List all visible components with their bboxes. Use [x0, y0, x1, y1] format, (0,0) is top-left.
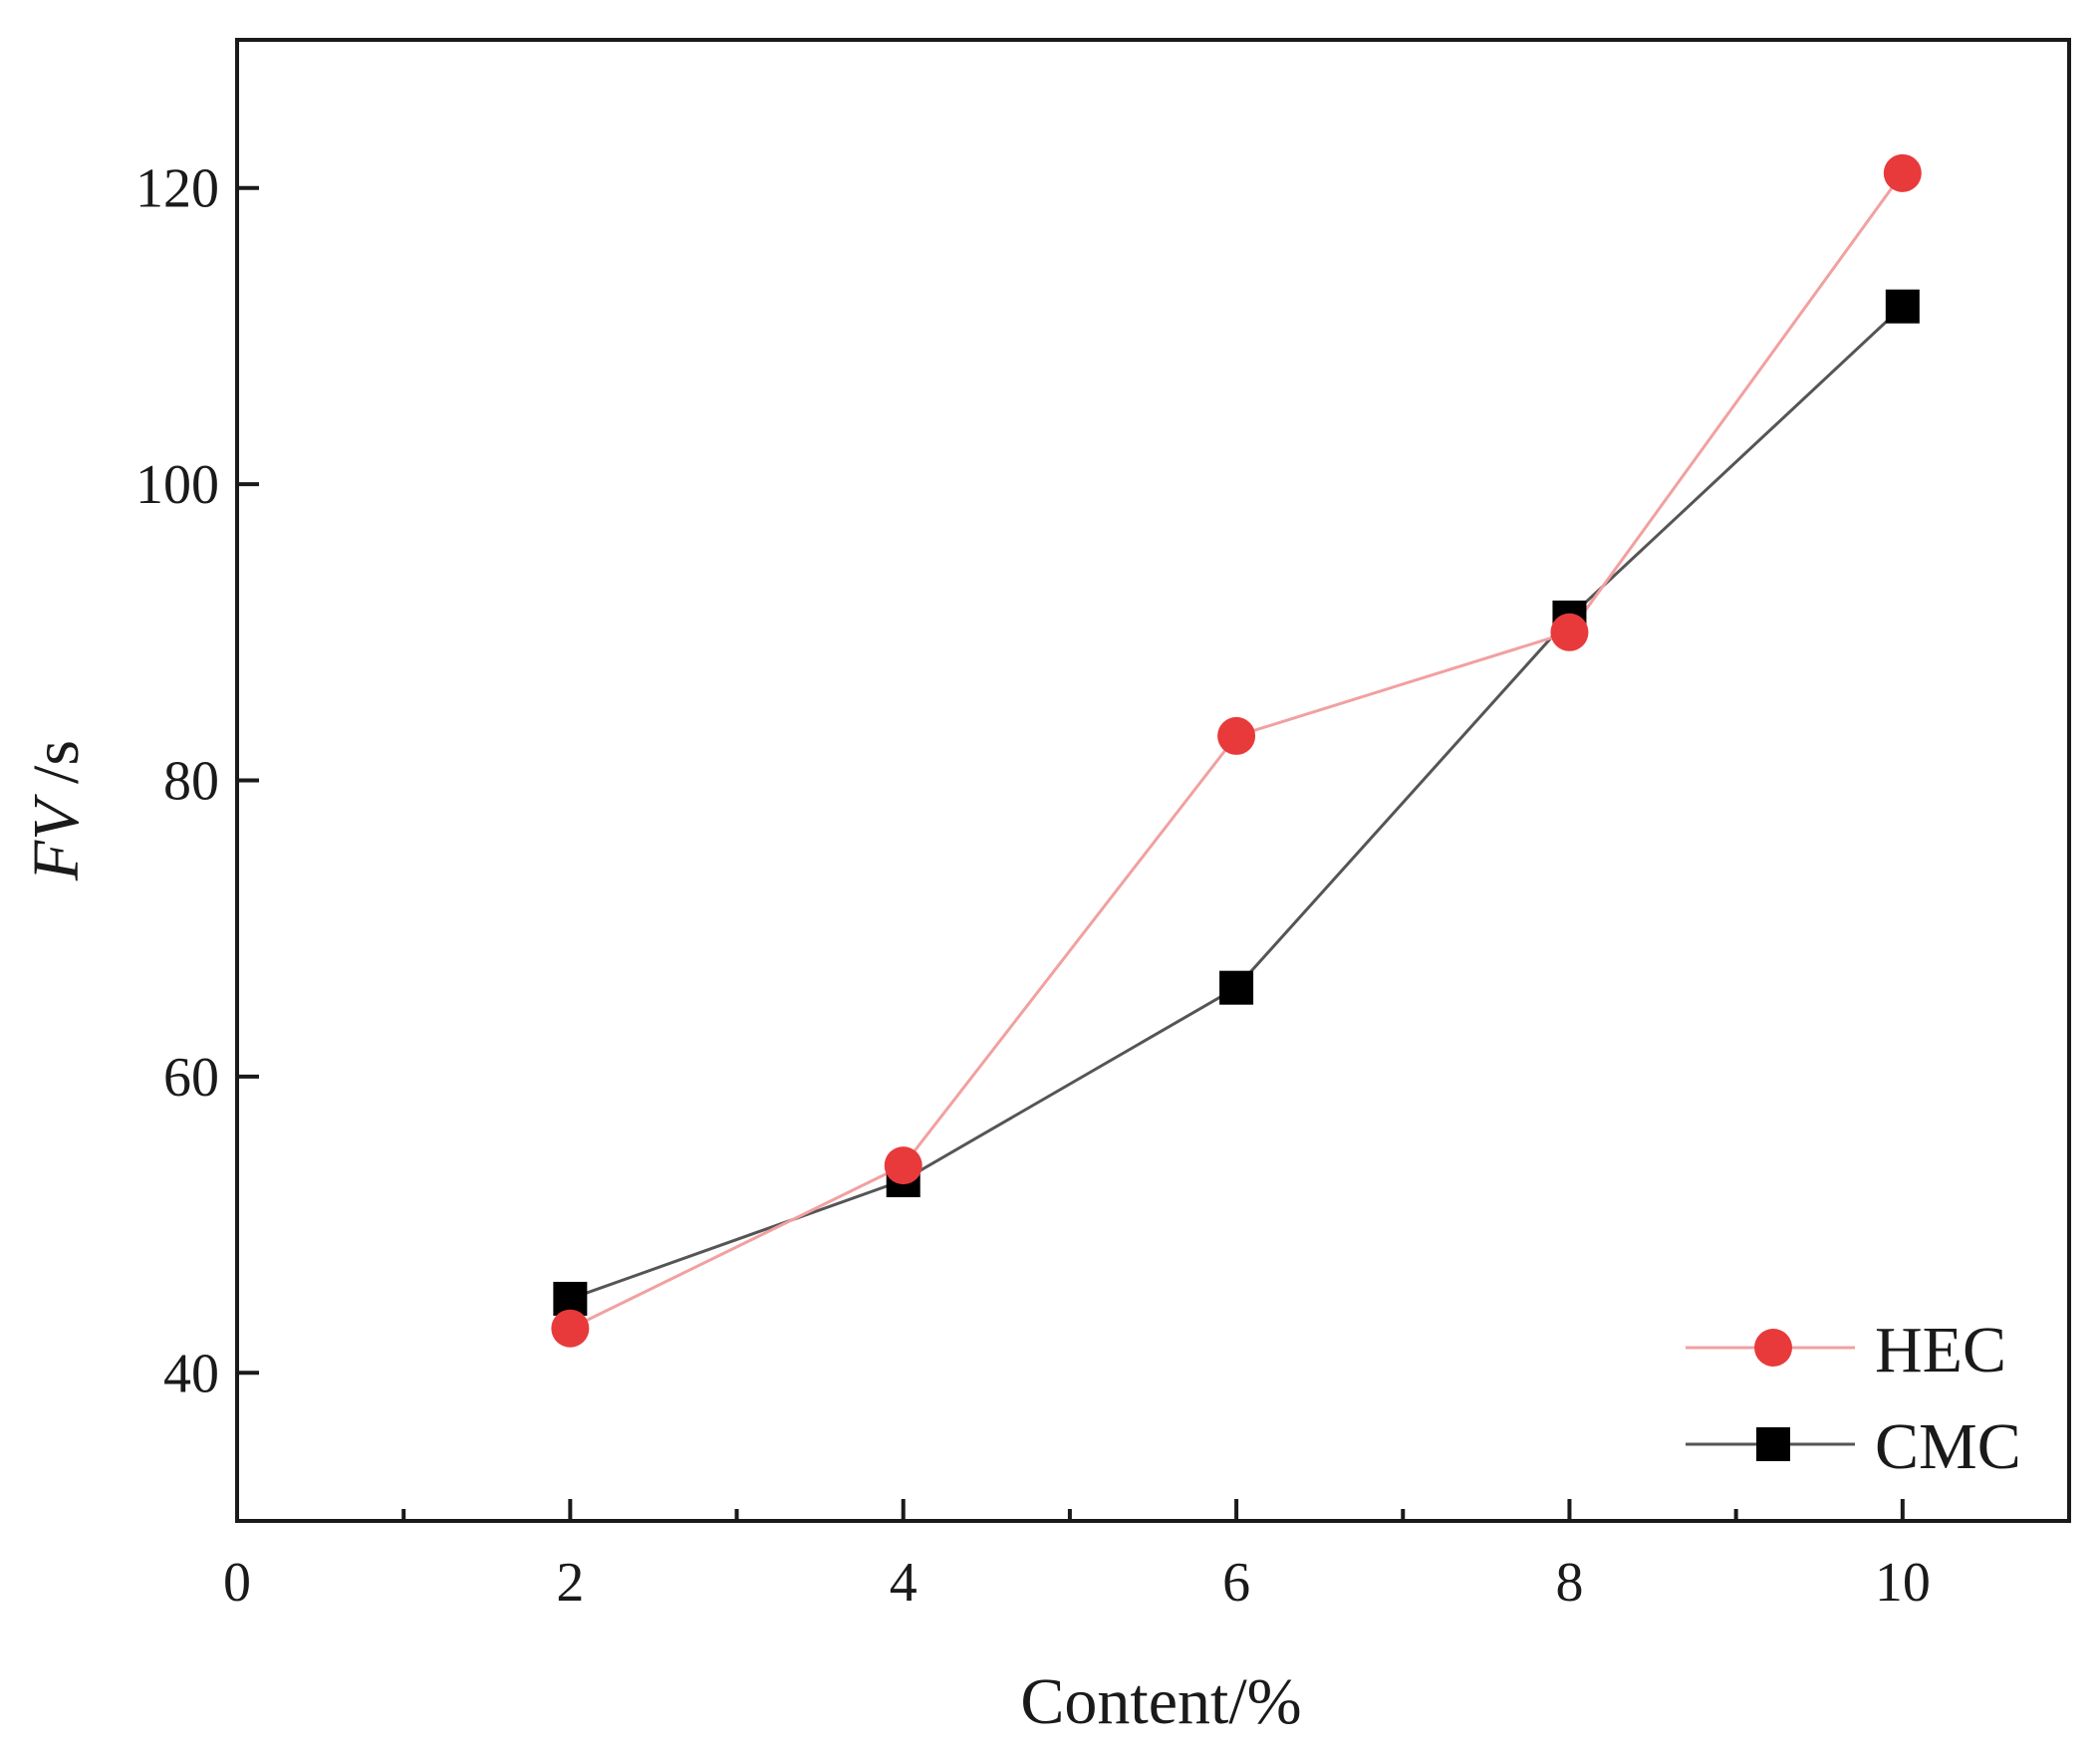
y-tick-label: 40: [163, 1343, 219, 1404]
x-tick-label: 0: [223, 1552, 251, 1614]
x-tick-label: 6: [1222, 1552, 1250, 1614]
y-tick-label: 100: [135, 454, 219, 516]
data-point-hec: [551, 1309, 590, 1348]
plot-frame: [235, 38, 2071, 1523]
legend: HEC CMC: [1686, 1314, 2021, 1483]
y-tick-label: 60: [163, 1047, 219, 1109]
plot-content: [551, 153, 1922, 1348]
x-tick-label: 8: [1555, 1552, 1583, 1614]
y-axis-label-symbol: FV: [20, 794, 93, 881]
legend-label-cmc: CMC: [1875, 1410, 2021, 1483]
y-axis-label-unit: /s: [20, 740, 93, 801]
y-tick-label: 120: [135, 158, 219, 220]
axis-ticks: [235, 185, 1905, 1521]
x-tick-label: 4: [890, 1552, 918, 1614]
data-point-cmc: [1219, 970, 1254, 1005]
x-axis-label: Content/%: [1020, 1665, 1301, 1738]
data-point-cmc: [1885, 289, 1920, 324]
data-point-hec: [1883, 153, 1922, 192]
x-tick-label: 2: [556, 1552, 584, 1614]
legend-label-hec: HEC: [1875, 1314, 2006, 1386]
x-tick-label: 10: [1875, 1552, 1931, 1614]
y-axis-label: FV /s: [20, 740, 93, 881]
y-tick-label: 80: [163, 751, 219, 813]
series-line-cmc: [569, 305, 1904, 1301]
legend-marker-hec: [1754, 1329, 1792, 1367]
data-point-hec: [1217, 716, 1256, 755]
data-point-hec: [884, 1146, 922, 1185]
data-point-hec: [1550, 613, 1589, 651]
legend-marker-cmc: [1756, 1427, 1790, 1461]
